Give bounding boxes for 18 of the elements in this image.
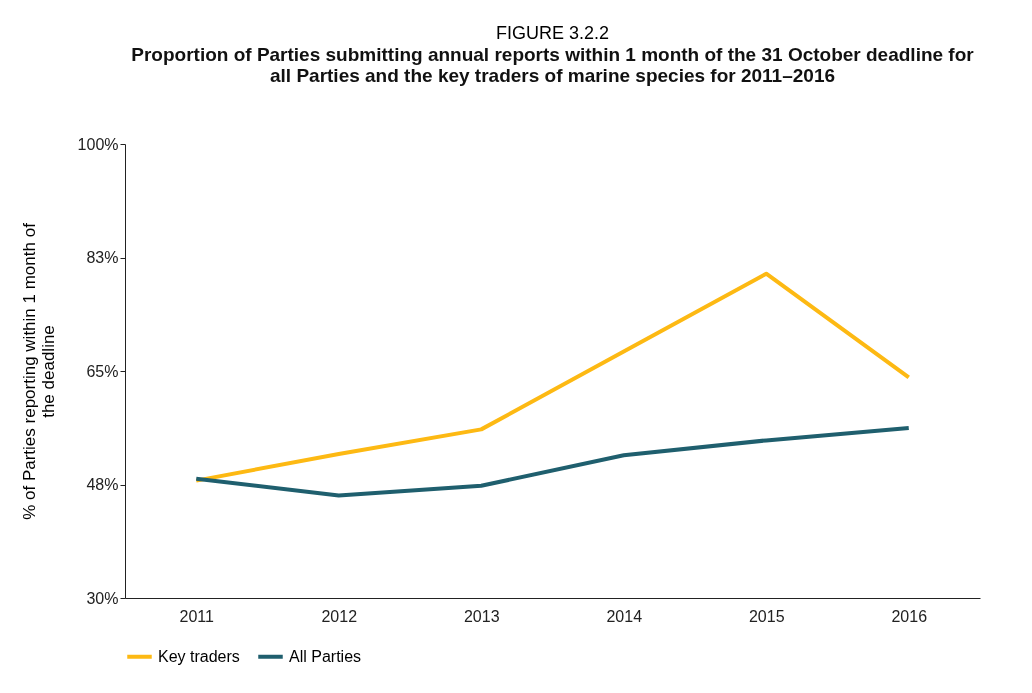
y-axis-title: % of Parties reporting within 1 month of the deadline <box>19 222 58 520</box>
x-tick-label: 2013 <box>463 607 500 625</box>
y-tick-label: 30% <box>86 589 119 607</box>
y-tick-label: 65% <box>86 362 119 380</box>
x-tick-label: 2015 <box>748 607 785 625</box>
legend-label: Key traders <box>158 647 240 665</box>
y-tick-label: 100% <box>77 135 119 153</box>
line-series <box>194 426 911 498</box>
chart-subtitle: Proportion of Parties submitting annual reports within 1 month of the 31 October deadline for all Parties and the key traders of marine species for 2011–2016 <box>131 44 975 86</box>
line-series <box>194 271 911 483</box>
y-tick-label: 48% <box>86 476 119 493</box>
legend-label: All Parties <box>289 647 362 665</box>
x-tick-label: 2012 <box>321 607 358 625</box>
x-tick-label: 2011 <box>179 607 215 625</box>
x-tick-label: 2014 <box>606 607 643 625</box>
chart-title: FIGURE 3.2.2 <box>495 23 610 43</box>
y-tick-label: 83% <box>86 249 119 266</box>
x-tick-label: 2016 <box>891 607 928 625</box>
